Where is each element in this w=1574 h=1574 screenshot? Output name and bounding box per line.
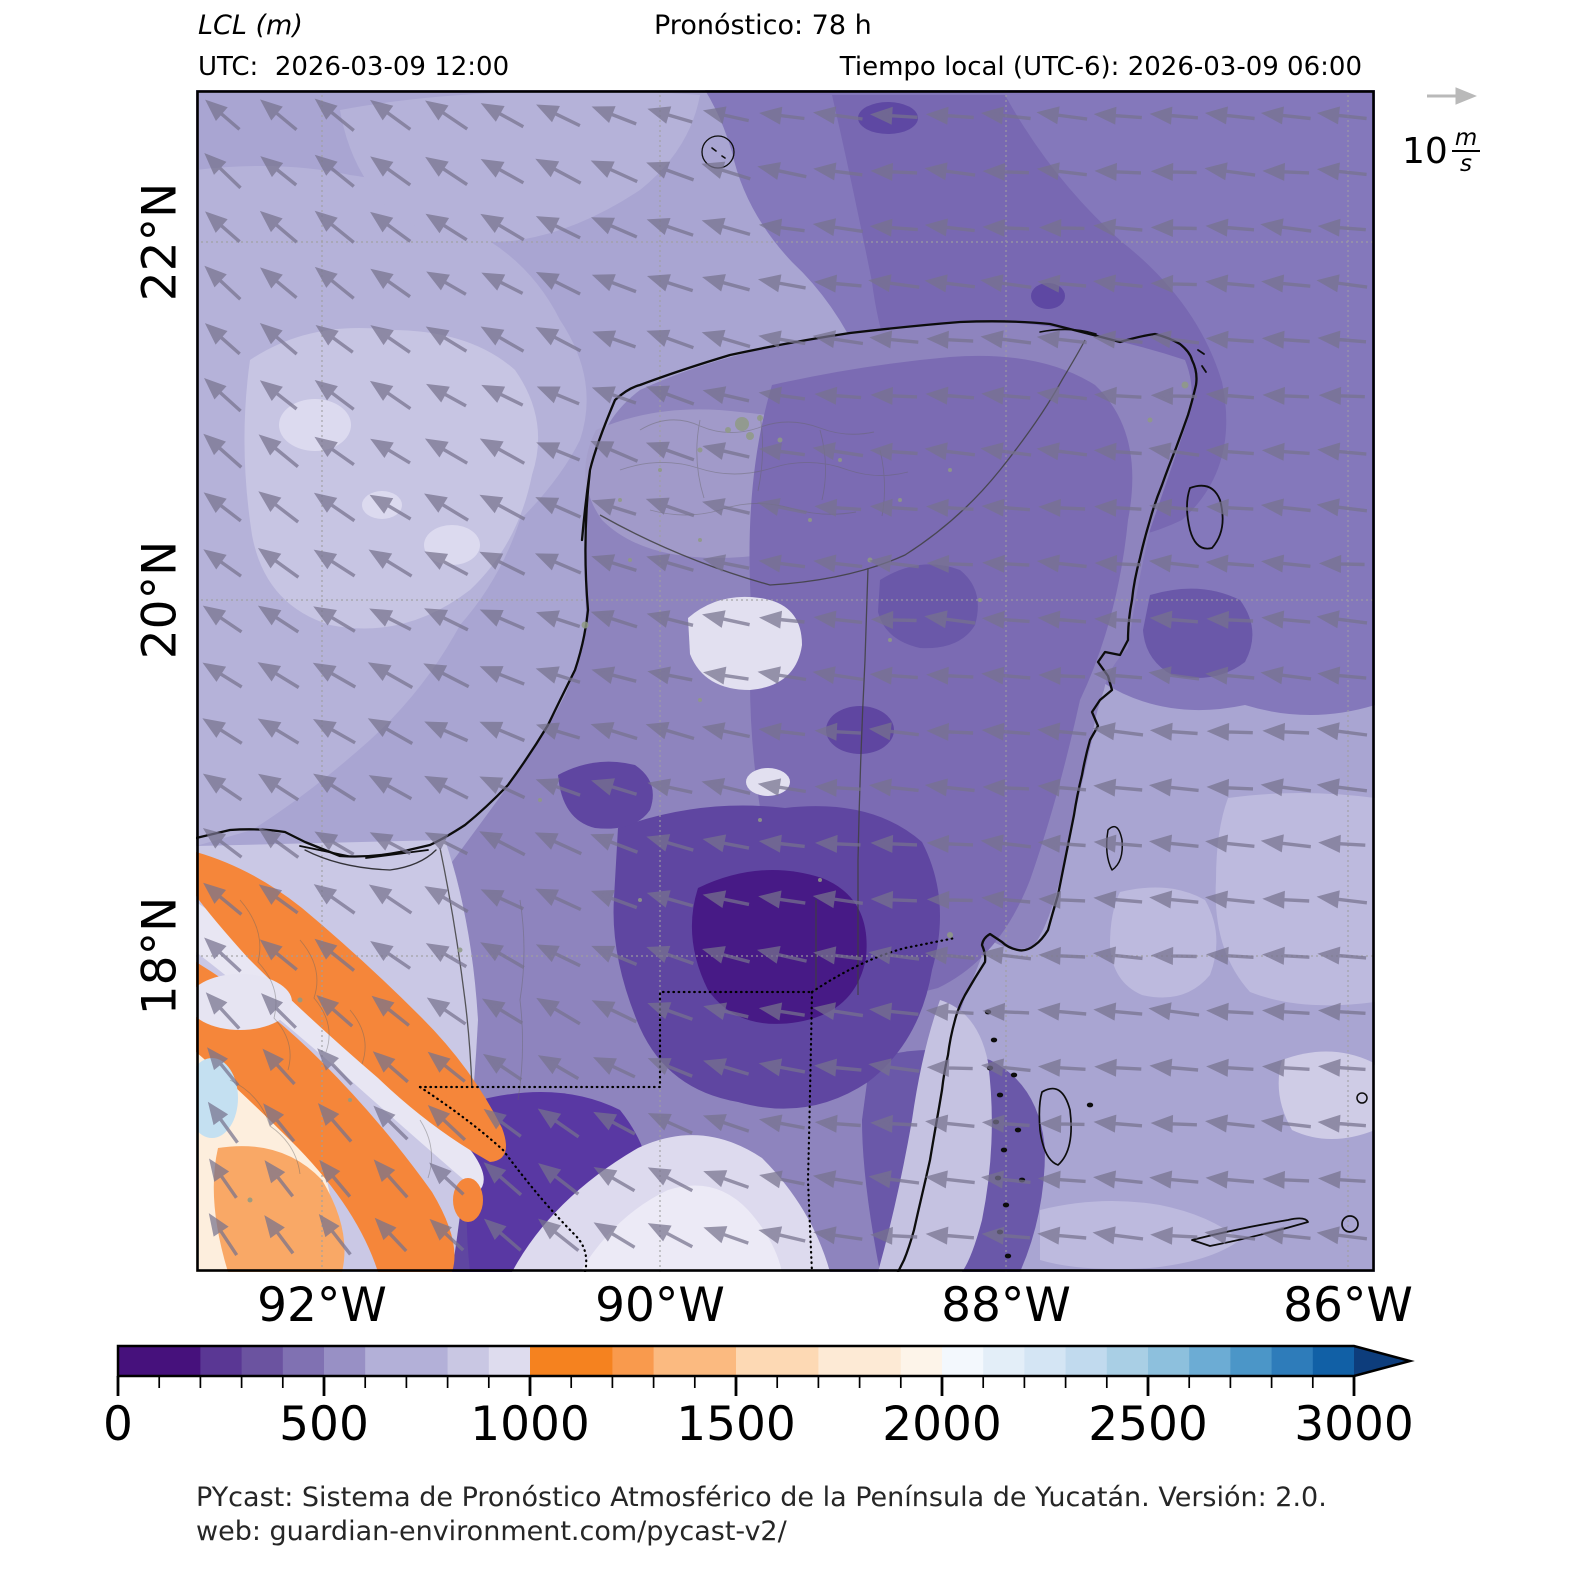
coastline bbox=[196, 135, 1368, 1272]
map-frame bbox=[196, 90, 1375, 1272]
forecast-map bbox=[196, 90, 1375, 1272]
colorbar-tick-label: 1000 bbox=[470, 1397, 590, 1452]
lon-tick-label: 90°W bbox=[595, 1278, 725, 1333]
colorbar-tick-label: 3000 bbox=[1294, 1397, 1414, 1452]
lat-tick-label: 20°N bbox=[132, 540, 188, 660]
local-time: Tiempo local (UTC-6): 2026-03-09 06:00 bbox=[839, 52, 1362, 82]
lon-tick-label: 86°W bbox=[1283, 1278, 1413, 1333]
attribution-line1: PYcast: Sistema de Pronóstico Atmosféric… bbox=[196, 1482, 1327, 1513]
lat-tick-label: 18°N bbox=[132, 896, 188, 1016]
colorbar-tick-label: 2500 bbox=[1088, 1397, 1208, 1452]
variable-title: LCL (m) bbox=[198, 10, 303, 41]
colorbar-segments bbox=[118, 1346, 1355, 1376]
forecast-title: Pronóstico: 78 h bbox=[654, 10, 872, 41]
attribution-line2: web: guardian-environment.com/pycast-v2/ bbox=[196, 1516, 787, 1547]
colorbar: 0 500 1000 1500 2000 2500 3000 bbox=[103, 1344, 1415, 1452]
wind-ref-value: 10 bbox=[1402, 130, 1448, 172]
wind-vector-arrows bbox=[202, 98, 1368, 1257]
colorbar-ticks bbox=[116, 1376, 1356, 1396]
colorbar-tick-label: 500 bbox=[279, 1397, 369, 1452]
settlement-dots bbox=[247, 381, 1189, 1203]
international-borders bbox=[418, 936, 957, 1272]
lon-tick-label: 88°W bbox=[941, 1278, 1071, 1333]
colorbar-tick-label: 1500 bbox=[676, 1397, 796, 1452]
wind-ref-unit-numerator: m bbox=[1451, 126, 1481, 153]
wind-ref-unit-denominator: s bbox=[1460, 151, 1472, 178]
colorbar-outline bbox=[116, 1344, 1415, 1378]
colorbar-tick-label: 0 bbox=[103, 1397, 133, 1452]
utc-time: UTC: 2026-03-09 12:00 bbox=[198, 52, 510, 82]
lat-tick-label: 22°N bbox=[132, 182, 188, 302]
colorbar-tick-label: 2000 bbox=[882, 1397, 1002, 1452]
lon-tick-label: 92°W bbox=[257, 1278, 387, 1333]
wind-reference-arrow bbox=[1427, 87, 1477, 105]
municipal-boundaries bbox=[229, 414, 909, 1179]
lcl-contour-field bbox=[196, 90, 1375, 1272]
wind-reference-label: 10 m s bbox=[1402, 126, 1481, 178]
